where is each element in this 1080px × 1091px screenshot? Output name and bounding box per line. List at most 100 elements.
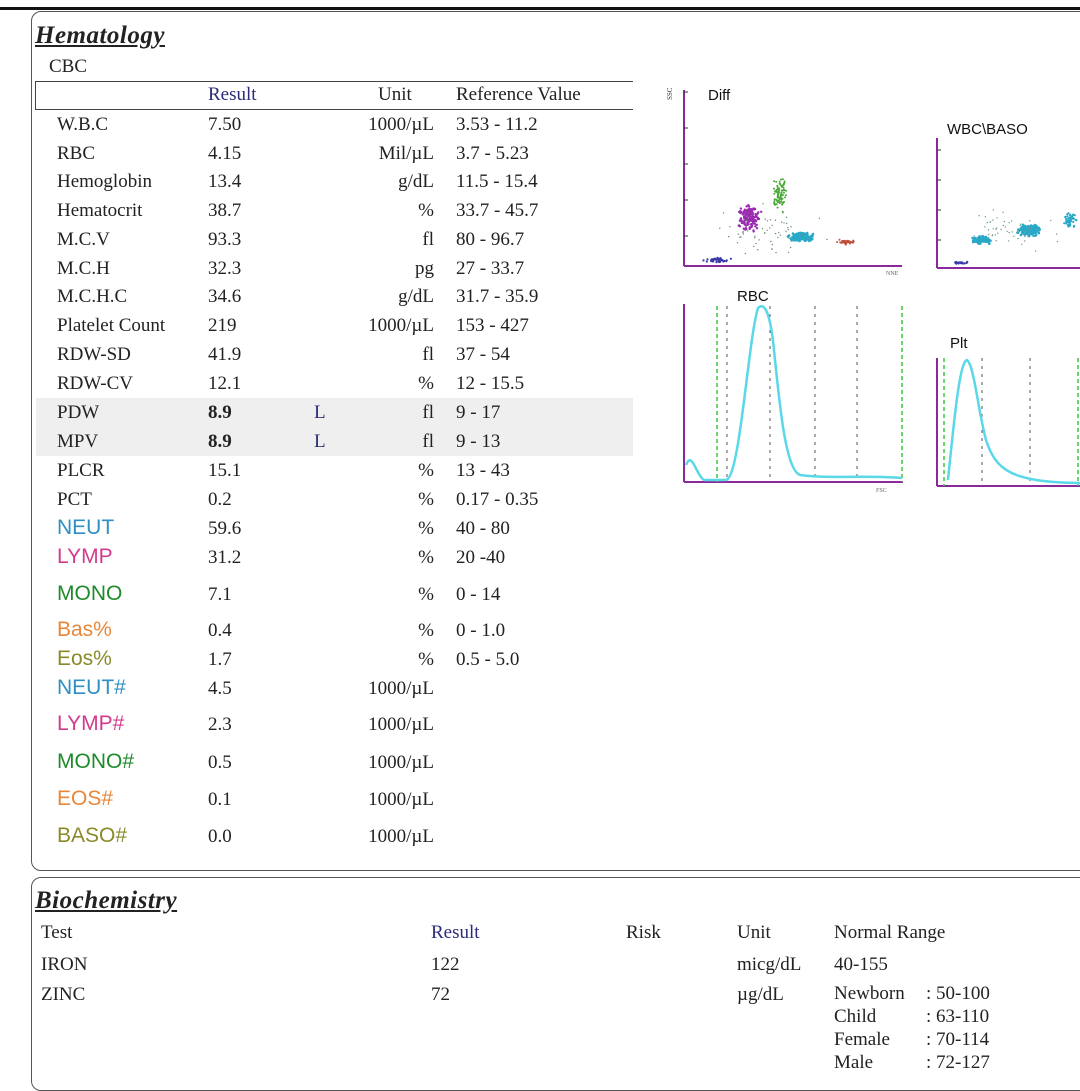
scatter-dot	[763, 232, 766, 234]
cbc-unit: 1000/µL	[368, 714, 434, 735]
cbc-result: 0.1	[208, 789, 232, 810]
scatter-dot	[764, 218, 766, 220]
scatter-dot	[1022, 224, 1025, 227]
cbc-reference: 153 - 427	[456, 315, 529, 336]
cbc-row: M.C.H 32.3 pg 27 - 33.7	[36, 254, 633, 283]
scatter-dot	[749, 223, 753, 226]
iron-range: 40-155	[834, 954, 888, 975]
scatter-dot	[766, 220, 768, 222]
cbc-unit: %	[418, 584, 434, 605]
scatter-dot	[1033, 230, 1037, 234]
scatter-dot	[773, 192, 776, 195]
cbc-reference: 9 - 17	[456, 402, 501, 423]
cbc-test-name: Eos%	[57, 647, 112, 670]
cbc-reference: 3.53 - 11.2	[456, 114, 538, 135]
scatter-dot	[1020, 230, 1022, 232]
cbc-unit: %	[418, 200, 434, 221]
scatter-dot	[742, 212, 745, 215]
cbc-row: M.C.H.C 34.6 g/dL 31.7 - 35.9	[36, 282, 633, 311]
scatter-dot	[794, 238, 798, 242]
scatter-dot	[705, 260, 708, 263]
zinc-test-name: ZINC	[41, 984, 86, 1005]
scatter-dot	[761, 228, 764, 230]
cbc-result: 31.2	[208, 547, 242, 568]
cbc-reference: 31.7 - 35.9	[456, 286, 539, 307]
scatter-dot	[1020, 223, 1022, 225]
scatter-dot	[984, 235, 988, 239]
scatter-dot	[783, 201, 785, 203]
cbc-unit: fl	[422, 344, 434, 365]
scatter-dot	[752, 223, 755, 225]
scatter-dot	[851, 241, 854, 244]
scatter-dot	[791, 237, 794, 241]
scatter-dot	[787, 251, 790, 254]
diff-scatter-plot: SSC Diff NNE	[666, 87, 902, 277]
scatter-dot	[1055, 233, 1058, 235]
scatter-dot	[769, 227, 771, 229]
scatter-dot	[776, 196, 779, 198]
scatter-dot	[778, 231, 780, 234]
bio-unit-header: Unit	[737, 922, 771, 943]
cbc-unit: fl	[422, 431, 434, 452]
scatter-dot	[995, 227, 998, 229]
scatter-dot	[757, 211, 760, 214]
cbc-reference: 27 - 33.7	[456, 258, 525, 279]
scatter-dot	[1034, 224, 1038, 228]
scatter-dot	[750, 214, 753, 217]
iron-unit: micg/dL	[737, 954, 802, 975]
scatter-dot	[777, 199, 780, 202]
zinc-range-female: Female: 70-114	[834, 1029, 990, 1050]
scatter-dot	[785, 230, 787, 233]
cbc-result: 219	[208, 315, 237, 336]
scatter-dot	[737, 233, 739, 235]
cbc-unit: fl	[422, 402, 434, 423]
scatter-dot	[773, 187, 775, 190]
top-border	[0, 0, 1080, 10]
scatter-dot	[995, 240, 997, 242]
scatter-dot	[978, 215, 980, 217]
cbc-test-name: RDW-CV	[57, 373, 133, 394]
scatter-dot	[773, 180, 775, 183]
scatter-dot	[1017, 228, 1020, 231]
scatter-dot	[739, 217, 742, 220]
scatter-dot	[991, 235, 993, 237]
cbc-test-name: NEUT#	[57, 676, 126, 699]
cbc-reference: 11.5 - 15.4	[456, 171, 538, 192]
scatter-dot	[838, 238, 841, 241]
cbc-unit: 1000/µL	[368, 789, 434, 810]
scatter-dot	[718, 260, 721, 263]
scatter-dot	[792, 239, 796, 242]
scatter-dot	[798, 239, 801, 243]
risk-header: Risk	[626, 922, 661, 943]
cbc-unit: %	[418, 518, 434, 539]
cbc-test-name: PCT	[57, 489, 92, 510]
scatter-dot	[771, 243, 773, 246]
scatter-dot	[1070, 218, 1073, 221]
cbc-reference: 9 - 13	[456, 431, 501, 452]
cbc-row: PCT 0.2% 0.17 - 0.35	[36, 485, 633, 514]
scatter-dot	[852, 239, 855, 242]
scatter-dot	[770, 240, 772, 243]
scatter-dot	[773, 202, 776, 205]
scatter-dot	[773, 200, 776, 202]
scatter-dot	[984, 216, 987, 218]
cbc-reference: 12 - 15.5	[456, 373, 525, 394]
scatter-dot	[780, 189, 783, 192]
table-header-left-line	[35, 81, 36, 109]
scatter-dot	[727, 235, 730, 238]
scatter-dot	[1031, 226, 1035, 229]
cbc-unit: g/dL	[398, 286, 434, 307]
scatter-dot	[780, 178, 782, 181]
scatter-dot	[1019, 224, 1021, 227]
scatter-dot	[1074, 218, 1077, 221]
cbc-test-name: LYMP#	[57, 712, 125, 735]
scatter-dot	[714, 257, 717, 260]
scatter-dot	[745, 205, 748, 208]
cbc-reference: 13 - 43	[456, 460, 510, 481]
cbc-row: M.C.V 93.3 fl 80 - 96.7	[36, 225, 633, 254]
scatter-dot	[739, 236, 741, 238]
scatter-dot	[781, 210, 784, 213]
scatter-dot	[1071, 214, 1074, 217]
